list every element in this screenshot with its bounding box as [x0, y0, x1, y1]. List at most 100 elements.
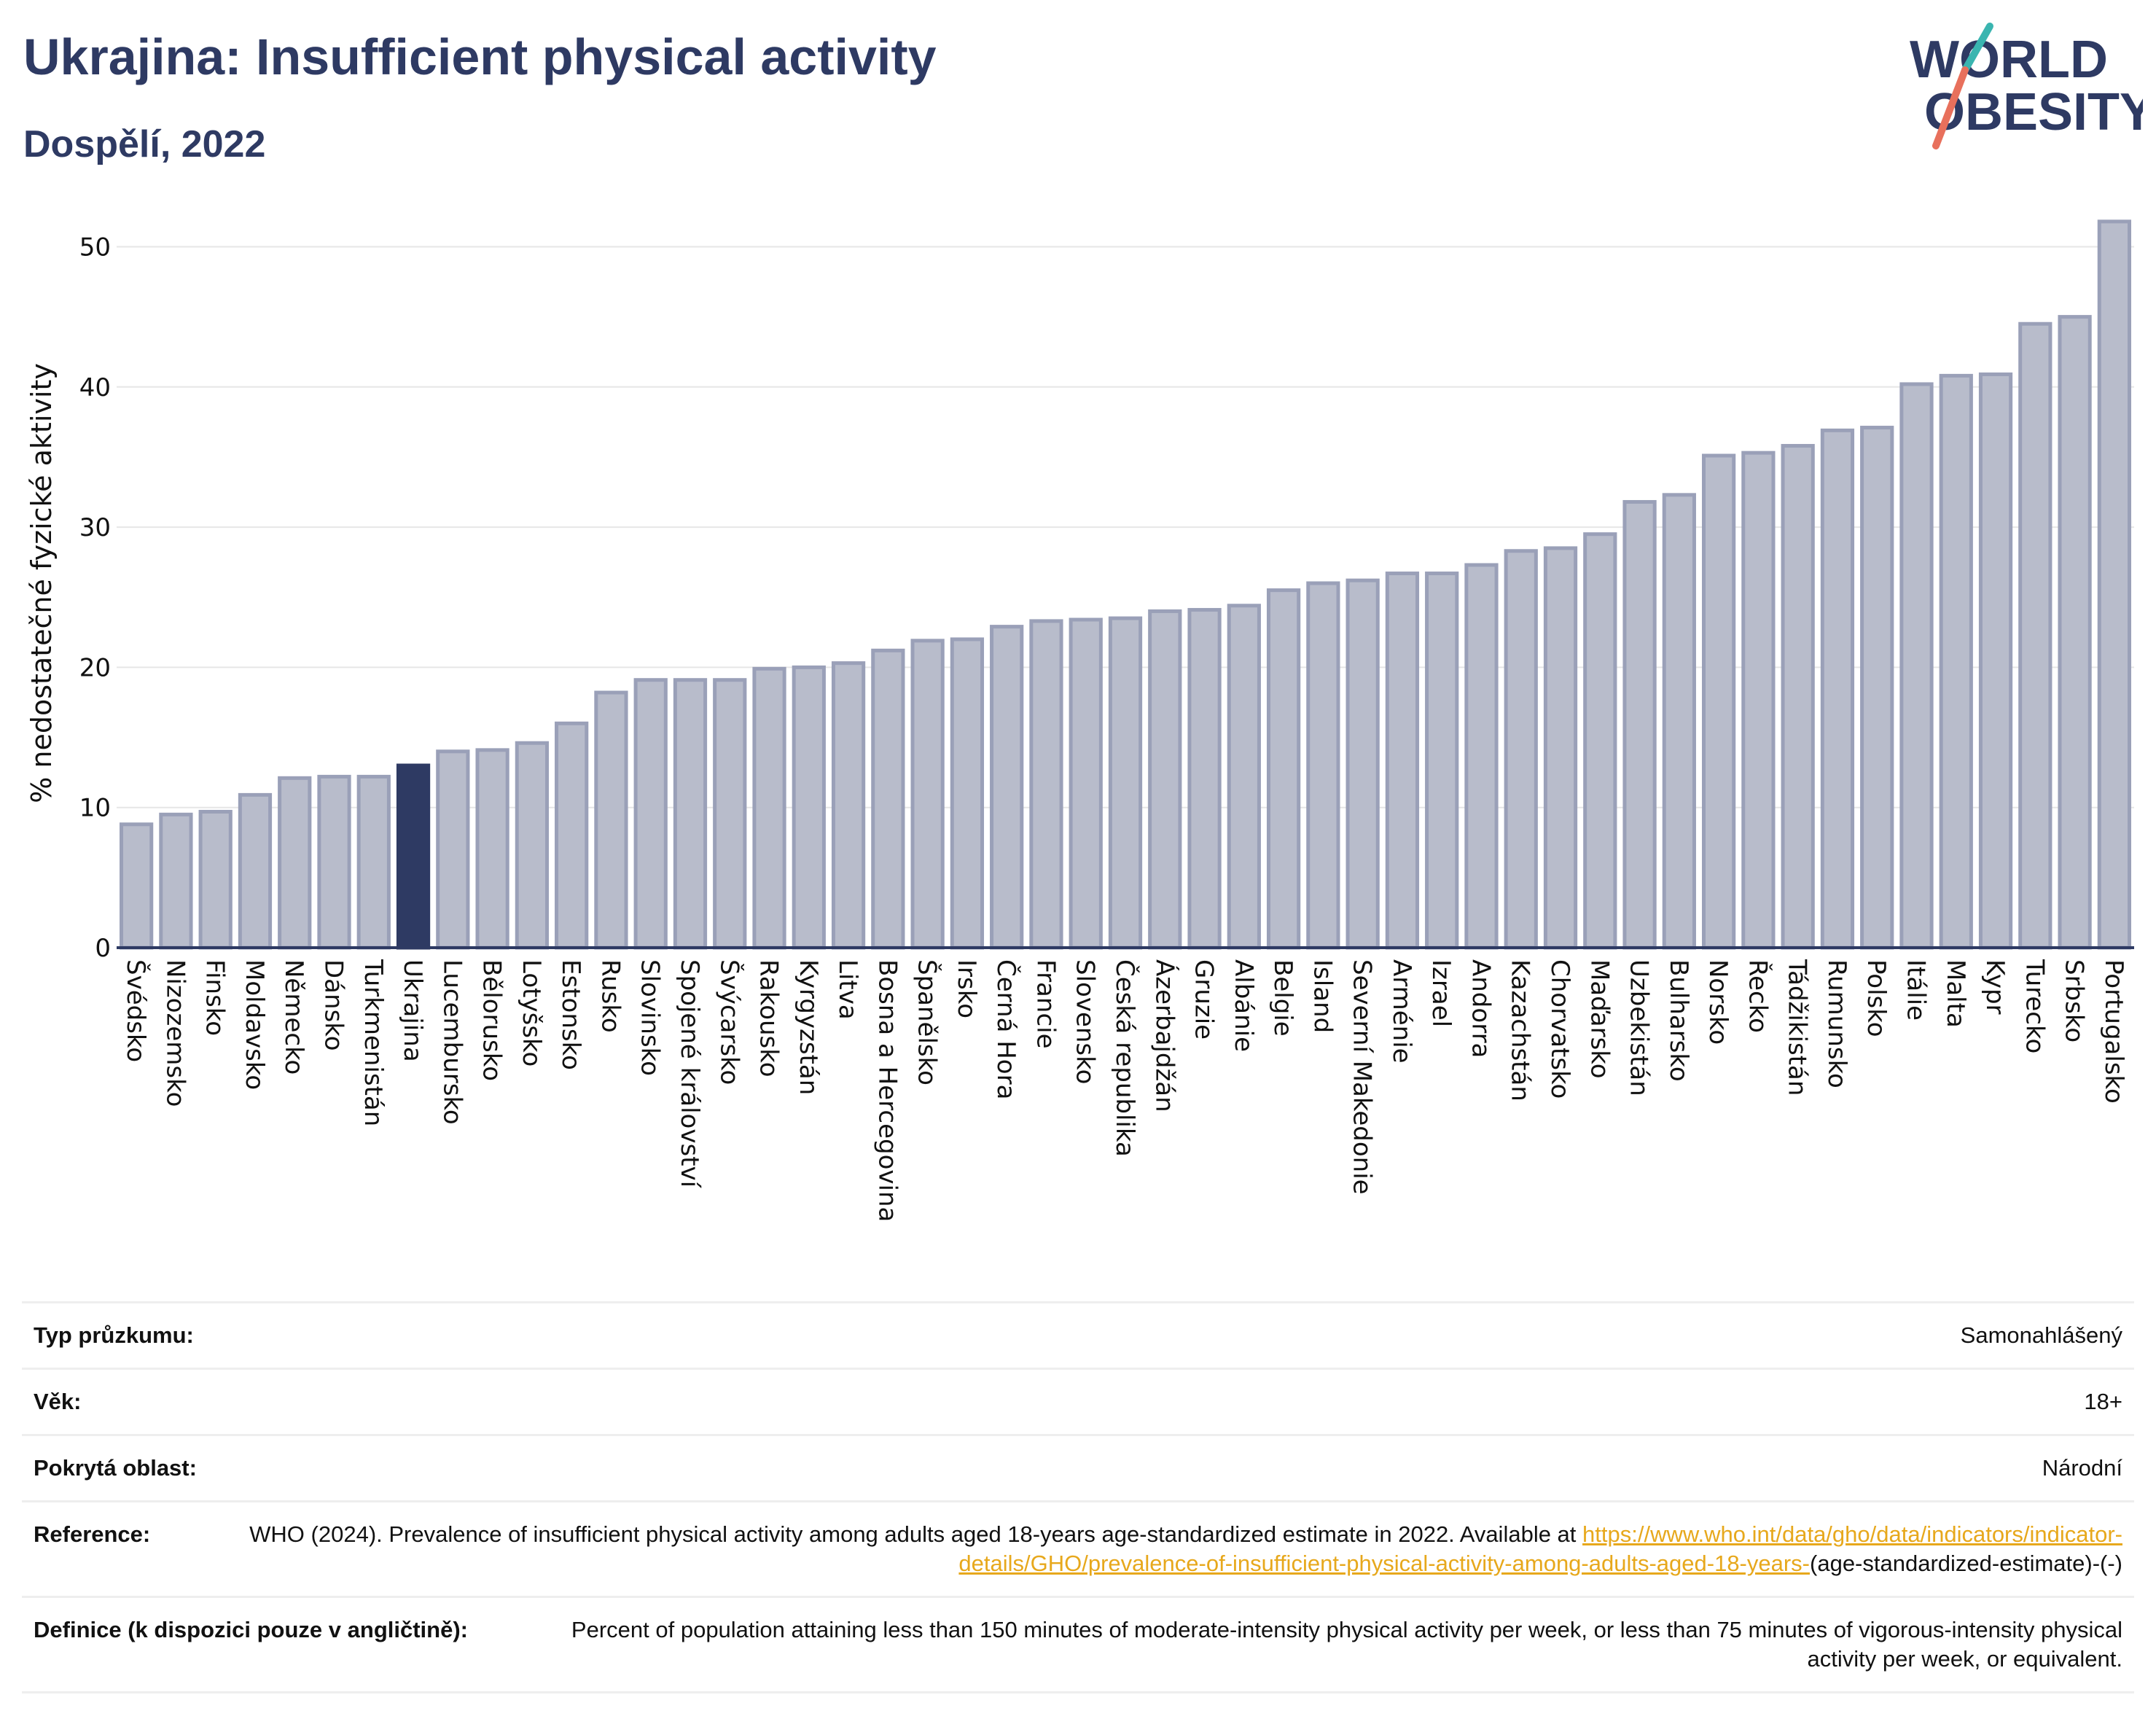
- x-tick-label: Malta: [1941, 959, 1970, 1028]
- bar[interactable]: [1741, 451, 1776, 950]
- bar[interactable]: [2018, 321, 2053, 950]
- bar[interactable]: [1781, 444, 1815, 950]
- logo-slash-coral: [1932, 66, 1969, 149]
- bar[interactable]: [436, 749, 470, 950]
- x-tick-label: Bosna a Hercegovina: [872, 959, 902, 1222]
- bar[interactable]: [910, 639, 945, 950]
- bar[interactable]: [1583, 532, 1617, 950]
- bar[interactable]: [831, 661, 866, 950]
- bar[interactable]: [871, 648, 905, 950]
- bar[interactable]: [120, 822, 154, 950]
- x-tick-label: Belgie: [1268, 959, 1297, 1037]
- x-tick-label: Ázerbajdžán: [1149, 959, 1179, 1112]
- x-tick-label: Kyrgyzstán: [794, 959, 823, 1095]
- bar[interactable]: [159, 812, 193, 950]
- x-tick-label: Srbsko: [2060, 959, 2089, 1042]
- bar[interactable]: [1227, 604, 1261, 950]
- reference-value: WHO (2024). Prevalence of insufficient p…: [179, 1520, 2122, 1578]
- bar[interactable]: [594, 690, 628, 950]
- bar[interactable]: [1978, 372, 2013, 950]
- x-tick-label: Ukrajina: [398, 959, 427, 1062]
- bar[interactable]: [1029, 619, 1063, 950]
- bar[interactable]: [515, 741, 550, 950]
- definition-label: Definice (k dispozici pouze v angličtině…: [34, 1617, 468, 1642]
- reference-link[interactable]: https://www.who.int/data/gho/data/indica…: [958, 1521, 2122, 1576]
- bar[interactable]: [1820, 428, 1855, 950]
- bar[interactable]: [752, 666, 786, 950]
- info-row-survey: Typ průzkumu: Samonahlášený: [22, 1303, 2134, 1370]
- x-tick-label: Španělsko: [913, 959, 942, 1085]
- bar[interactable]: [1701, 453, 1736, 950]
- page-subtitle: Dospělí, 2022: [23, 123, 266, 165]
- x-tick-label: Portugalsko: [2099, 959, 2128, 1104]
- bar-chart: 0 10 20 30 40 50 Švédsko Nizozemsko Finsko Molda…: [26, 219, 2134, 1222]
- bar[interactable]: [1425, 572, 1459, 950]
- x-tick-label: Itálie: [1901, 959, 1930, 1021]
- bar[interactable]: [792, 665, 826, 950]
- x-tick-label: Rakousko: [754, 959, 784, 1077]
- survey-label: Typ průzkumu:: [34, 1322, 194, 1348]
- reference-suffix: (age-standardized-estimate)-(-): [1810, 1551, 2122, 1576]
- bar[interactable]: [1464, 563, 1499, 950]
- x-tick-label: Rusko: [595, 959, 625, 1033]
- x-tick-label: Izrael: [1426, 959, 1456, 1027]
- x-tick-label: Turecko: [2020, 959, 2049, 1053]
- info-row-area: Pokrytá oblast: Národní: [22, 1436, 2134, 1502]
- bar[interactable]: [1345, 578, 1380, 950]
- bar[interactable]: [1939, 373, 1973, 950]
- bar[interactable]: [1662, 493, 1696, 950]
- x-tick-label: Rumunsko: [1822, 959, 1851, 1088]
- bar[interactable]: [238, 792, 273, 950]
- chart-bars: [120, 219, 2131, 950]
- x-tick-label: Kypr: [1980, 959, 2009, 1015]
- x-tick-label: Spojené království: [675, 959, 704, 1189]
- bar[interactable]: [1148, 609, 1182, 950]
- bar[interactable]: [950, 637, 985, 950]
- bar[interactable]: [1306, 581, 1340, 950]
- y-axis-ticks: 0 10 20 30 40 50: [79, 233, 111, 963]
- bar[interactable]: [1069, 617, 1103, 950]
- bar[interactable]: [2058, 315, 2092, 950]
- x-tick-label: Kazachstán: [1506, 959, 1535, 1102]
- bar[interactable]: [1543, 546, 1578, 950]
- age-label: Věk:: [34, 1389, 82, 1414]
- bar[interactable]: [713, 678, 747, 950]
- bar[interactable]: [396, 763, 431, 950]
- x-tick-label: Švýcarsko: [714, 959, 744, 1085]
- x-tick-label: Slovinsko: [636, 959, 665, 1076]
- x-tick-label: Řecko: [1743, 959, 1773, 1033]
- bar[interactable]: [317, 774, 351, 950]
- x-tick-label: Turkmenistán: [359, 959, 388, 1126]
- bar[interactable]: [673, 678, 708, 950]
- bar[interactable]: [1504, 549, 1538, 950]
- bar[interactable]: [1385, 572, 1420, 950]
- bar[interactable]: [1108, 616, 1143, 950]
- x-tick-label: Švédsko: [121, 959, 151, 1062]
- bar[interactable]: [1899, 382, 1934, 950]
- bar[interactable]: [1187, 608, 1222, 950]
- bar[interactable]: [1622, 499, 1657, 950]
- bar[interactable]: [198, 809, 233, 950]
- bar[interactable]: [1860, 426, 1894, 950]
- bar[interactable]: [2097, 219, 2131, 950]
- x-tick-label: Island: [1308, 959, 1337, 1033]
- info-row-age: Věk: 18+: [22, 1370, 2134, 1436]
- x-tick-label: Uzbekistán: [1625, 959, 1654, 1096]
- y-axis-label: % nedostatečné fyzické aktivity: [26, 363, 58, 803]
- x-tick-label: Albánie: [1229, 959, 1258, 1052]
- bar[interactable]: [278, 776, 312, 950]
- reference-text: WHO (2024). Prevalence of insufficient p…: [249, 1521, 1583, 1547]
- bar[interactable]: [990, 625, 1024, 950]
- age-value: 18+: [2084, 1389, 2122, 1414]
- x-tick-label: Litva: [833, 959, 862, 1020]
- bar[interactable]: [475, 748, 509, 950]
- bar[interactable]: [356, 774, 391, 950]
- logo-line1: WORLD: [1910, 31, 2108, 89]
- bar[interactable]: [555, 721, 589, 950]
- bar[interactable]: [1266, 588, 1301, 950]
- bar[interactable]: [633, 678, 668, 950]
- y-tick-label: 20: [79, 653, 111, 682]
- info-row-reference: Reference: WHO (2024). Prevalence of ins…: [22, 1502, 2134, 1598]
- x-tick-label: Německo: [279, 959, 308, 1075]
- y-tick-label: 10: [79, 794, 111, 823]
